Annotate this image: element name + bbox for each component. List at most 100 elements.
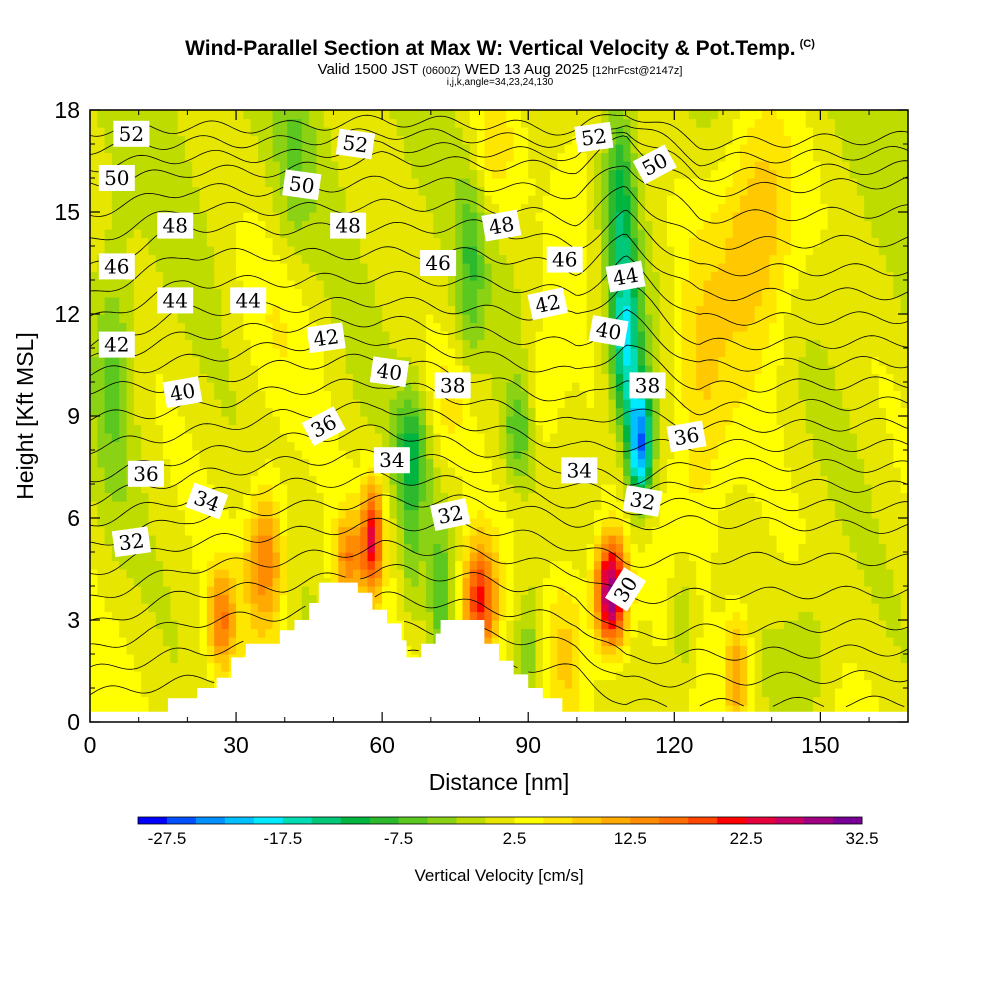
heatmap-cell xyxy=(236,467,244,477)
heatmap-cell xyxy=(601,348,610,358)
heatmap-cell xyxy=(499,603,507,613)
heatmap-cell xyxy=(506,654,515,664)
heatmap-cell xyxy=(783,433,792,443)
heatmap-cell xyxy=(893,594,902,604)
heatmap-cell xyxy=(842,662,851,672)
heatmap-cell xyxy=(520,356,529,366)
heatmap-cell xyxy=(542,671,551,681)
heatmap-cell xyxy=(659,518,668,528)
heatmap-cell xyxy=(206,679,215,689)
heatmap-cell xyxy=(652,356,661,366)
heatmap-cell xyxy=(579,433,588,443)
heatmap-cell xyxy=(360,552,369,562)
heatmap-cell xyxy=(878,603,887,613)
heatmap-cell xyxy=(228,382,237,392)
heatmap-cell xyxy=(126,450,135,460)
heatmap-cell xyxy=(279,501,288,511)
heatmap-cell xyxy=(856,620,865,630)
heatmap-cell xyxy=(696,662,705,672)
heatmap-cell xyxy=(886,654,894,664)
heatmap-cell xyxy=(382,518,391,528)
heatmap-cell xyxy=(257,594,266,604)
heatmap-cell xyxy=(148,501,157,511)
heatmap-cell xyxy=(97,441,106,451)
heatmap-cell xyxy=(104,696,113,706)
heatmap-cell xyxy=(236,594,244,604)
heatmap-cell xyxy=(783,611,792,621)
heatmap-cell xyxy=(703,390,712,400)
heatmap-cell xyxy=(696,705,705,715)
heatmap-cell xyxy=(323,535,332,545)
heatmap-cell xyxy=(155,399,164,409)
heatmap-cell xyxy=(878,458,887,468)
heatmap-cell xyxy=(440,424,449,434)
heatmap-cell xyxy=(805,679,814,689)
heatmap-cell xyxy=(163,671,171,681)
heatmap-cell xyxy=(761,424,770,434)
heatmap-cell xyxy=(141,356,150,366)
heatmap-cell xyxy=(425,424,434,434)
heatmap-cell xyxy=(820,518,829,528)
heatmap-cell xyxy=(681,569,690,579)
heatmap-cell xyxy=(798,441,807,451)
heatmap-cell xyxy=(184,535,193,545)
heatmap-cell xyxy=(871,450,880,460)
heatmap-cell xyxy=(133,365,142,375)
heatmap-cell xyxy=(484,518,493,528)
heatmap-cell xyxy=(206,484,215,494)
heatmap-cell xyxy=(732,390,741,400)
heatmap-cell xyxy=(688,679,697,689)
heatmap-cell xyxy=(535,416,544,426)
heatmap-cell xyxy=(469,535,478,545)
heatmap-cell xyxy=(769,518,778,528)
heatmap-cell xyxy=(148,450,157,460)
heatmap-cell xyxy=(133,484,142,494)
heatmap-cell xyxy=(542,441,551,451)
heatmap-cell xyxy=(294,509,303,519)
heatmap-cell xyxy=(586,348,595,358)
heatmap-cell xyxy=(104,424,113,434)
heatmap-cell xyxy=(367,450,376,460)
heatmap-cell xyxy=(396,492,405,502)
heatmap-cell xyxy=(572,696,580,706)
heatmap-cell xyxy=(542,654,551,664)
heatmap-cell xyxy=(579,373,588,383)
heatmap-cell xyxy=(900,492,909,502)
heatmap-cell xyxy=(257,407,266,417)
heatmap-cell xyxy=(228,390,237,400)
heatmap-cell xyxy=(411,373,420,383)
heatmap-cell xyxy=(637,560,646,570)
heatmap-cell xyxy=(593,535,602,545)
heatmap-cell xyxy=(338,475,347,485)
heatmap-cell xyxy=(608,662,617,672)
heatmap-cell xyxy=(367,407,376,417)
heatmap-cell xyxy=(433,348,442,358)
heatmap-cell xyxy=(608,467,617,477)
heatmap-cell xyxy=(842,492,851,502)
heatmap-cell xyxy=(265,373,274,383)
heatmap-cell xyxy=(871,611,880,621)
heatmap-cell xyxy=(141,671,150,681)
heatmap-cell xyxy=(90,518,98,528)
heatmap-cell xyxy=(813,484,821,494)
heatmap-cell xyxy=(820,654,829,664)
heatmap-cell xyxy=(469,382,478,392)
heatmap-cell xyxy=(214,620,223,630)
heatmap-cell xyxy=(520,543,529,553)
heatmap-cell xyxy=(572,552,580,562)
heatmap-cell xyxy=(477,458,485,468)
heatmap-cell xyxy=(564,433,573,443)
heatmap-cell xyxy=(564,484,573,494)
heatmap-cell xyxy=(696,526,705,536)
heatmap-cell xyxy=(462,475,471,485)
heatmap-cell xyxy=(374,586,383,596)
chart-title-text: Wind-Parallel Section at Max W: Vertical… xyxy=(185,37,796,60)
heatmap-cell xyxy=(184,424,193,434)
heatmap-cell xyxy=(842,501,851,511)
heatmap-cell xyxy=(90,509,98,519)
heatmap-cell xyxy=(491,620,500,630)
heatmap-cell xyxy=(243,484,252,494)
heatmap-cell xyxy=(666,705,675,715)
heatmap-cell xyxy=(659,671,668,681)
heatmap-cell xyxy=(250,628,259,638)
